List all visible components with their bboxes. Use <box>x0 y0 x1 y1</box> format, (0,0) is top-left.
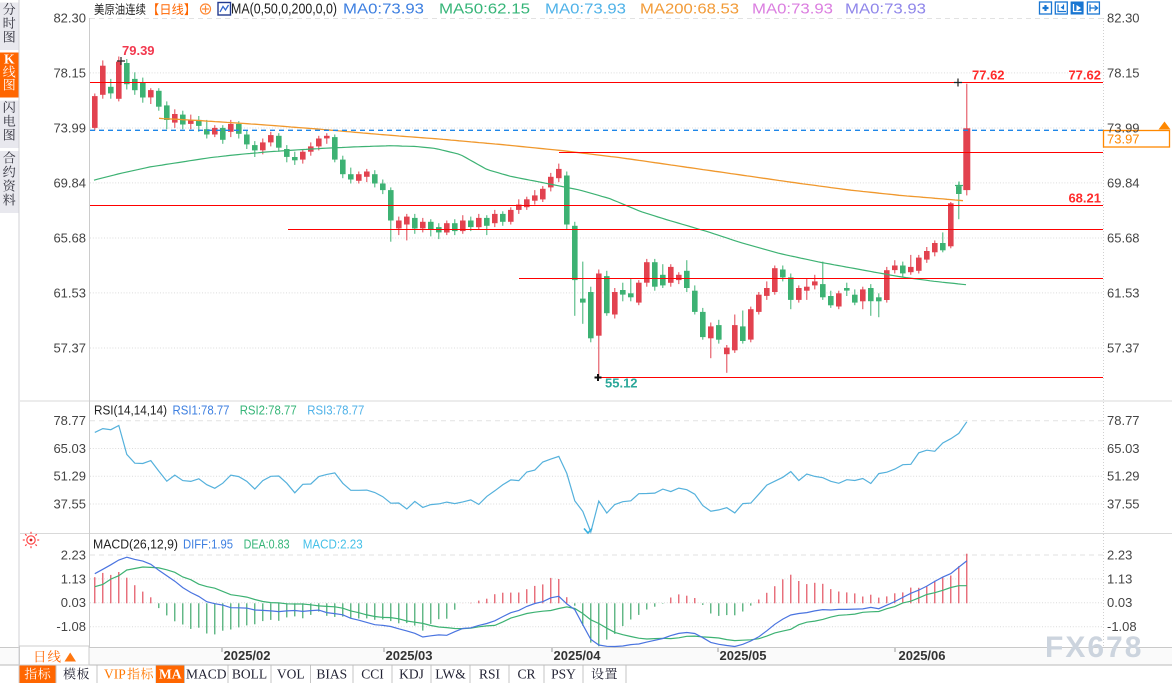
svg-text:2025/04: 2025/04 <box>554 648 602 663</box>
svg-text:2025/06: 2025/06 <box>899 648 946 663</box>
svg-text:61.53: 61.53 <box>53 285 86 300</box>
svg-text:73.99: 73.99 <box>1107 120 1140 135</box>
svg-text:68.21: 68.21 <box>1068 191 1101 206</box>
svg-text:CCI: CCI <box>361 667 384 682</box>
svg-text:65.68: 65.68 <box>1107 230 1140 245</box>
svg-text:RSI(14,14,14): RSI(14,14,14) <box>94 403 167 418</box>
svg-text:65.03: 65.03 <box>1107 441 1140 456</box>
svg-text:MA(0,50,0,200,0,0): MA(0,50,0,200,0,0) <box>231 1 337 18</box>
svg-text:MA0:73.93: MA0:73.93 <box>845 1 926 18</box>
svg-text:FX678: FX678 <box>1045 631 1143 664</box>
svg-text:57.37: 57.37 <box>1107 340 1140 355</box>
svg-text:MACD:2.23: MACD:2.23 <box>303 537 363 552</box>
svg-text:51.29: 51.29 <box>1107 469 1140 484</box>
svg-text:BIAS: BIAS <box>316 667 347 682</box>
svg-text:VOL: VOL <box>277 667 305 682</box>
svg-text:LW&: LW& <box>435 667 466 682</box>
svg-text:69.84: 69.84 <box>53 175 86 190</box>
svg-text:69.84: 69.84 <box>1107 175 1140 190</box>
svg-text:77.62: 77.62 <box>1068 68 1101 83</box>
svg-text:KDJ: KDJ <box>399 667 424 682</box>
svg-text:78.15: 78.15 <box>53 65 86 80</box>
svg-text:55.12: 55.12 <box>605 376 638 391</box>
svg-text:61.53: 61.53 <box>1107 285 1140 300</box>
svg-text:0.03: 0.03 <box>61 595 86 610</box>
svg-text:MA0:73.93: MA0:73.93 <box>343 1 424 18</box>
svg-text:BOLL: BOLL <box>232 667 267 682</box>
svg-text:78.77: 78.77 <box>53 413 86 428</box>
svg-text:MA0:73.93: MA0:73.93 <box>545 1 626 18</box>
svg-text:82.30: 82.30 <box>53 11 86 26</box>
svg-text:2025/02: 2025/02 <box>224 648 271 663</box>
svg-text:77.62: 77.62 <box>972 68 1005 83</box>
svg-text:MACD: MACD <box>186 667 227 682</box>
svg-text:MA: MA <box>159 667 182 682</box>
svg-text:65.03: 65.03 <box>53 441 86 456</box>
svg-text:VIP: VIP <box>104 667 126 682</box>
svg-text:82.30: 82.30 <box>1107 11 1140 26</box>
svg-text:PSY: PSY <box>551 667 576 682</box>
svg-text:-1.08: -1.08 <box>56 619 86 634</box>
svg-text:65.68: 65.68 <box>53 230 86 245</box>
svg-text:RSI: RSI <box>479 667 501 682</box>
svg-text:0.03: 0.03 <box>1107 595 1132 610</box>
svg-text:MACD(26,12,9): MACD(26,12,9) <box>93 537 178 552</box>
svg-text:51.29: 51.29 <box>53 469 86 484</box>
svg-text:MA200:68.53: MA200:68.53 <box>640 1 739 18</box>
svg-text:73.97: 73.97 <box>1107 132 1140 147</box>
svg-text:37.55: 37.55 <box>1107 497 1140 512</box>
svg-text:DIFF:1.95: DIFF:1.95 <box>183 537 233 552</box>
svg-text:79.39: 79.39 <box>122 43 155 58</box>
svg-text:RSI1:78.77: RSI1:78.77 <box>173 403 230 418</box>
svg-text:57.37: 57.37 <box>53 340 86 355</box>
svg-text:MA50:62.15: MA50:62.15 <box>439 1 530 18</box>
svg-text:2.23: 2.23 <box>1107 548 1132 563</box>
svg-text:2.23: 2.23 <box>61 548 86 563</box>
svg-text:1.13: 1.13 <box>1107 571 1132 586</box>
svg-text:RSI3:78.77: RSI3:78.77 <box>307 403 364 418</box>
svg-text:37.55: 37.55 <box>53 497 86 512</box>
svg-text:K: K <box>4 52 15 67</box>
svg-text:MA0:73.93: MA0:73.93 <box>752 1 833 18</box>
svg-text:DEA:0.83: DEA:0.83 <box>244 537 290 552</box>
svg-text:78.77: 78.77 <box>1107 413 1140 428</box>
svg-text:78.15: 78.15 <box>1107 65 1140 80</box>
svg-text:2025/05: 2025/05 <box>720 648 767 663</box>
svg-text:73.99: 73.99 <box>53 120 86 135</box>
svg-text:1.13: 1.13 <box>61 571 86 586</box>
svg-text:2025/03: 2025/03 <box>386 648 433 663</box>
svg-text:CR: CR <box>517 667 535 682</box>
svg-text:-1.08: -1.08 <box>1107 619 1137 634</box>
svg-text:RSI2:78.77: RSI2:78.77 <box>240 403 297 418</box>
